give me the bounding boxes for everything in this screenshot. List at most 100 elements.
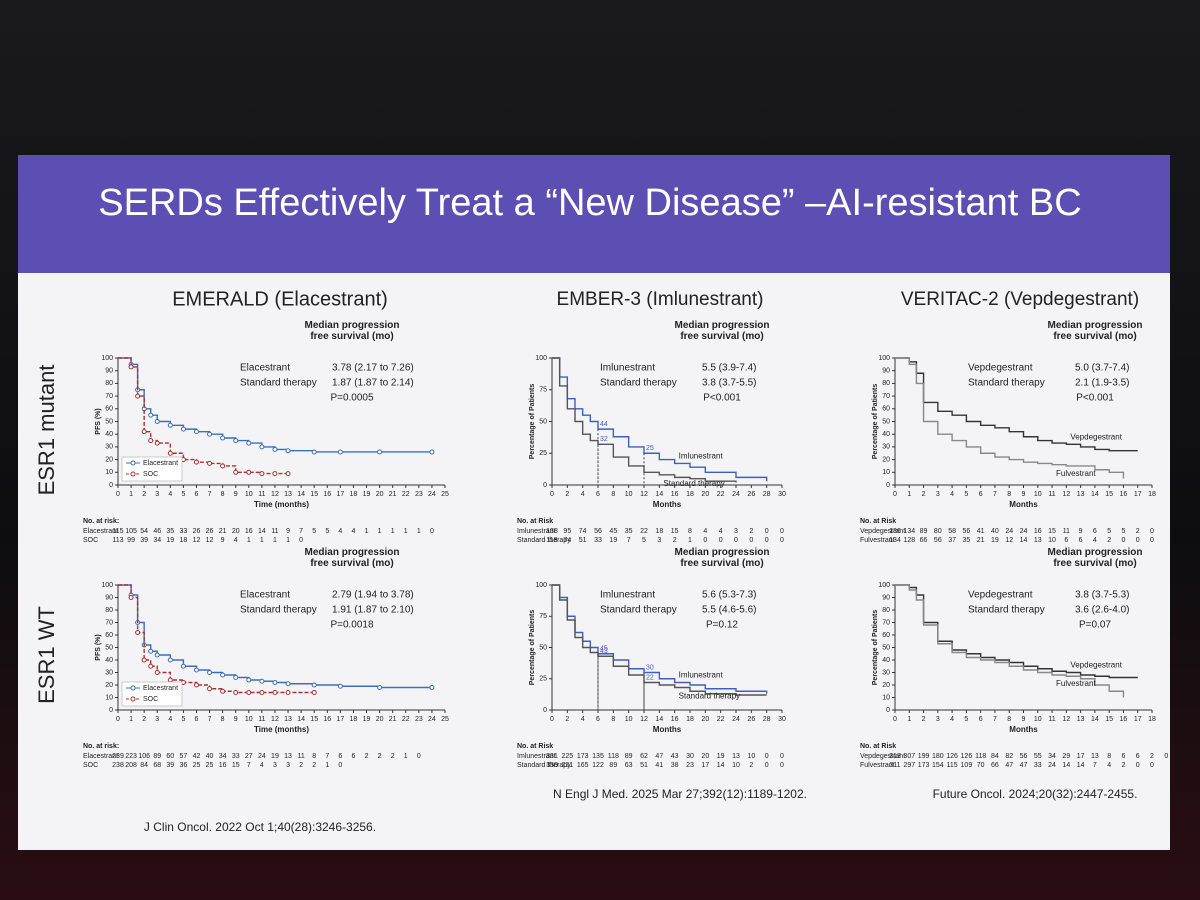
- at-risk-count: 1: [404, 753, 408, 760]
- x-tick-label: 7: [993, 716, 997, 723]
- x-tick-label: 1: [907, 491, 911, 498]
- at-risk-count: 0: [765, 753, 769, 760]
- at-risk-count: 12: [206, 537, 214, 544]
- at-risk-count: 208: [125, 762, 137, 769]
- x-tick-label: 11: [258, 716, 265, 723]
- at-risk-name: Fulvestrant: [860, 537, 895, 544]
- x-tick-label: 13: [284, 716, 292, 723]
- y-tick-label: 30: [105, 444, 113, 451]
- at-risk-count: 11: [271, 528, 278, 535]
- at-risk-count: 3: [734, 528, 738, 535]
- x-tick-label: 8: [1007, 716, 1011, 723]
- at-risk-count: 30: [686, 753, 694, 760]
- at-risk-count: 4: [1093, 537, 1097, 544]
- x-tick-label: 12: [640, 716, 648, 723]
- y-tick-label: 0: [886, 707, 890, 714]
- point-marker: [285, 471, 291, 477]
- at-risk-count: 2: [312, 762, 316, 769]
- at-risk-count: 1: [404, 528, 408, 535]
- at-risk-count: 1: [365, 528, 369, 535]
- at-risk-count: 12: [193, 537, 201, 544]
- point-marker: [148, 648, 154, 654]
- x-tick-label: 1: [907, 716, 911, 723]
- annotation-label: 25: [646, 445, 654, 452]
- at-risk-count: 24: [1005, 528, 1013, 535]
- x-tick-label: 15: [310, 716, 318, 723]
- at-risk-count: 63: [625, 762, 633, 769]
- x-tick-label: 14: [297, 716, 305, 723]
- at-risk-header: No. at Risk: [860, 518, 896, 525]
- x-tick-label: 14: [655, 491, 663, 498]
- at-risk-count: 57: [180, 753, 188, 760]
- at-risk-count: 180: [932, 753, 944, 760]
- at-risk-count: 4: [338, 528, 342, 535]
- at-risk-count: 51: [640, 762, 648, 769]
- at-risk-name: Fulvestrant: [860, 762, 895, 769]
- summary-value: 5.6 (5.3-7.3): [702, 590, 756, 601]
- x-tick-label: 1: [129, 491, 133, 498]
- y-tick-label: 10: [105, 694, 113, 701]
- y-tick-label: 0: [543, 482, 547, 489]
- at-risk-count: 45: [609, 528, 617, 535]
- at-risk-count: 58: [948, 528, 956, 535]
- at-risk-count: 66: [920, 537, 928, 544]
- y-tick-label: 90: [882, 368, 890, 375]
- at-risk-count: 115: [112, 528, 123, 535]
- at-risk-count: 74: [579, 528, 587, 535]
- x-tick-label: 12: [271, 491, 279, 498]
- x-tick-label: 5: [964, 491, 968, 498]
- y-tick-label: 80: [882, 380, 890, 387]
- point-marker: [259, 444, 265, 450]
- at-risk-count: 89: [920, 528, 928, 535]
- row-label: ESR1 WT: [34, 606, 59, 704]
- at-risk-name: Standard therapy: [517, 537, 571, 544]
- y-tick-label: 80: [882, 607, 890, 614]
- y-tick-label: 30: [105, 669, 113, 676]
- x-tick-label: 4: [581, 491, 585, 498]
- x-tick-label: 17: [336, 716, 344, 723]
- at-risk-count: 41: [655, 762, 663, 769]
- summary-arm: Standard therapy: [600, 378, 677, 389]
- x-tick-label: 3: [155, 491, 159, 498]
- at-risk-count: 0: [703, 537, 707, 544]
- point-marker: [429, 685, 435, 690]
- point-marker: [233, 690, 239, 695]
- at-risk-count: 24: [258, 753, 266, 760]
- summary-value: 1.91 (1.87 to 2.10): [332, 605, 414, 616]
- summary-arm: Imlunestrant: [600, 363, 655, 374]
- at-risk-count: 199: [918, 753, 930, 760]
- at-risk-count: 9: [286, 528, 290, 535]
- point-marker: [148, 663, 154, 669]
- summary-header: Median progression free survival (mo): [674, 320, 770, 342]
- point-marker: [377, 449, 383, 455]
- at-risk-count: 7: [299, 528, 303, 535]
- y-tick-label: 20: [105, 456, 113, 463]
- survival-curve: [552, 357, 768, 482]
- at-risk-count: 68: [153, 762, 161, 769]
- at-risk-count: 20: [232, 528, 240, 535]
- x-tick-label: 19: [363, 491, 371, 498]
- point-marker: [246, 440, 252, 446]
- y-tick-label: 25: [539, 450, 547, 457]
- x-tick-label: 26: [747, 491, 755, 498]
- point-marker: [167, 657, 173, 663]
- y-tick-label: 10: [105, 469, 113, 476]
- x-tick-label: 12: [1062, 491, 1070, 498]
- at-risk-count: 3: [286, 762, 290, 769]
- survival-curve: [552, 584, 767, 696]
- survival-curve: [895, 584, 1125, 698]
- x-tick-label: 14: [1091, 491, 1099, 498]
- at-risk-count: 0: [1150, 762, 1154, 769]
- at-risk-count: 19: [166, 537, 174, 544]
- at-risk-header: No. at Risk: [517, 743, 553, 750]
- x-tick-label: 0: [116, 716, 120, 723]
- x-tick-label: 5: [181, 491, 185, 498]
- x-tick-label: 2: [142, 716, 146, 723]
- summary-value: 2.1 (1.9-3.5): [1075, 378, 1129, 389]
- x-tick-label: 2: [565, 491, 569, 498]
- at-risk-count: 0: [765, 528, 769, 535]
- at-risk-count: 307: [903, 753, 915, 760]
- legend-label: SOC: [143, 696, 158, 703]
- at-risk-count: 2: [378, 753, 382, 760]
- at-risk-count: 1: [325, 762, 329, 769]
